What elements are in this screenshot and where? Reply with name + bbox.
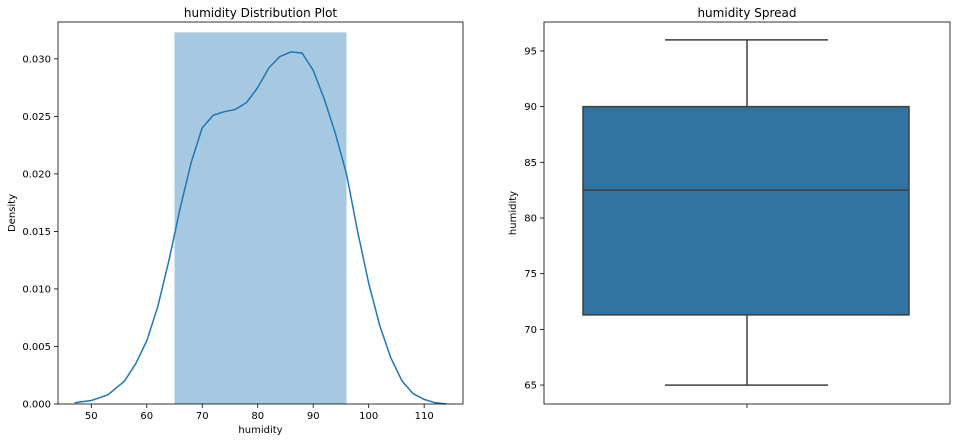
iqr-box [582, 105, 910, 316]
x-tick-label: 90 [307, 411, 320, 422]
y-tick-label: 0.005 [22, 342, 51, 353]
y-tick-label: 0.015 [22, 227, 51, 238]
y-axis-ticks: 0.000 0.005 0.010 0.015 0.020 0.025 0.030 [22, 54, 58, 411]
x-tick-label: 70 [196, 411, 209, 422]
histogram-bar [174, 32, 347, 405]
y-tick-label: 75 [524, 269, 537, 280]
x-axis-label: humidity [238, 425, 282, 436]
y-tick-label: 0.020 [22, 169, 51, 180]
x-tick-label: 100 [359, 411, 378, 422]
y-tick-label: 85 [524, 158, 537, 169]
y-tick-label: 90 [524, 102, 537, 113]
distribution-plot: humidity Distribution Plot 50 60 70 80 90 100… [7, 6, 464, 436]
x-tick-label: 110 [415, 411, 434, 422]
y-tick-label: 65 [524, 381, 537, 392]
x-tick-label: 80 [251, 411, 264, 422]
x-axis-ticks: 50 60 70 80 90 100 110 [85, 404, 434, 422]
x-tick-label: 50 [85, 411, 98, 422]
y-tick-label: 0.025 [22, 112, 51, 123]
y-axis-label: humidity [508, 191, 519, 235]
y-tick-label: 80 [524, 214, 537, 225]
chart-title: humidity Distribution Plot [184, 6, 338, 20]
chart-title: humidity Spread [697, 6, 796, 20]
x-tick-label: 60 [140, 411, 153, 422]
y-axis-ticks: 65 70 75 80 85 90 95 [524, 46, 544, 392]
y-tick-label: 0.010 [22, 284, 51, 295]
histogram-bars [174, 32, 347, 405]
box-plot: humidity Spread 65 70 75 80 85 90 95 humidity [508, 6, 951, 408]
y-tick-label: 0.000 [22, 400, 51, 411]
y-tick-label: 95 [524, 46, 537, 57]
plot-frame [57, 21, 464, 405]
kde-line [74, 51, 447, 405]
y-tick-label: 70 [524, 325, 537, 336]
y-axis-label: Density [7, 194, 18, 232]
y-tick-label: 0.030 [22, 54, 51, 65]
